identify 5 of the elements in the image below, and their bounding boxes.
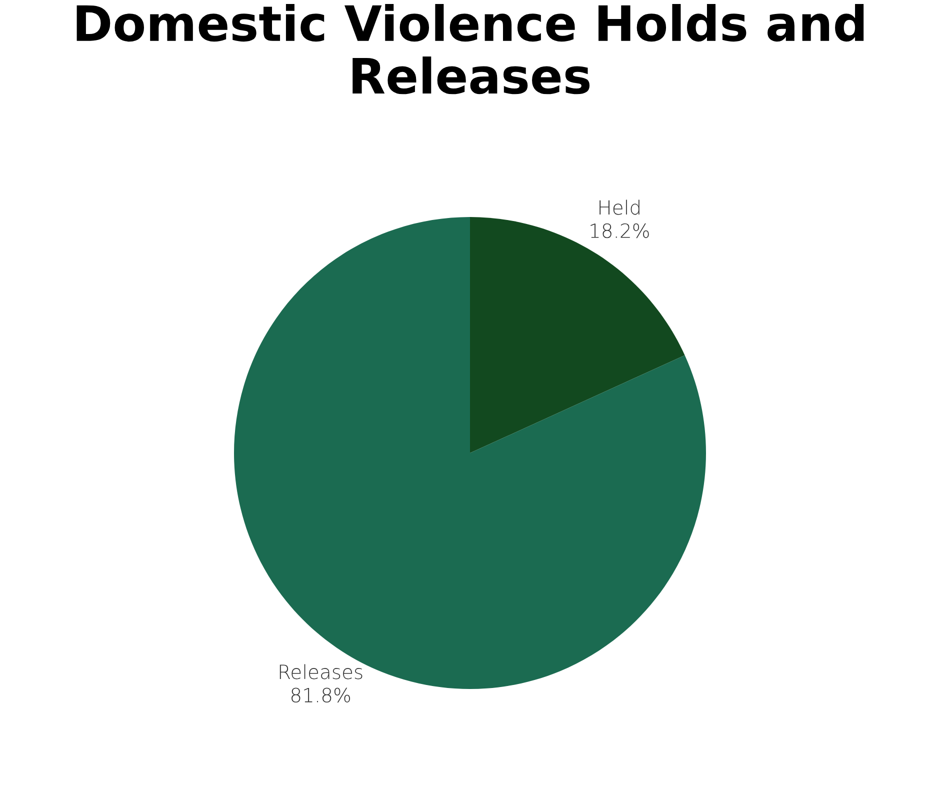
chart-title: Domestic Violence Holds and Releases [76, 4, 864, 94]
data-label: 18.2% [590, 223, 649, 238]
slice-label: Held [600, 200, 640, 215]
data-label: 81.8% [292, 688, 350, 702]
slice-label: Releases [280, 664, 362, 680]
